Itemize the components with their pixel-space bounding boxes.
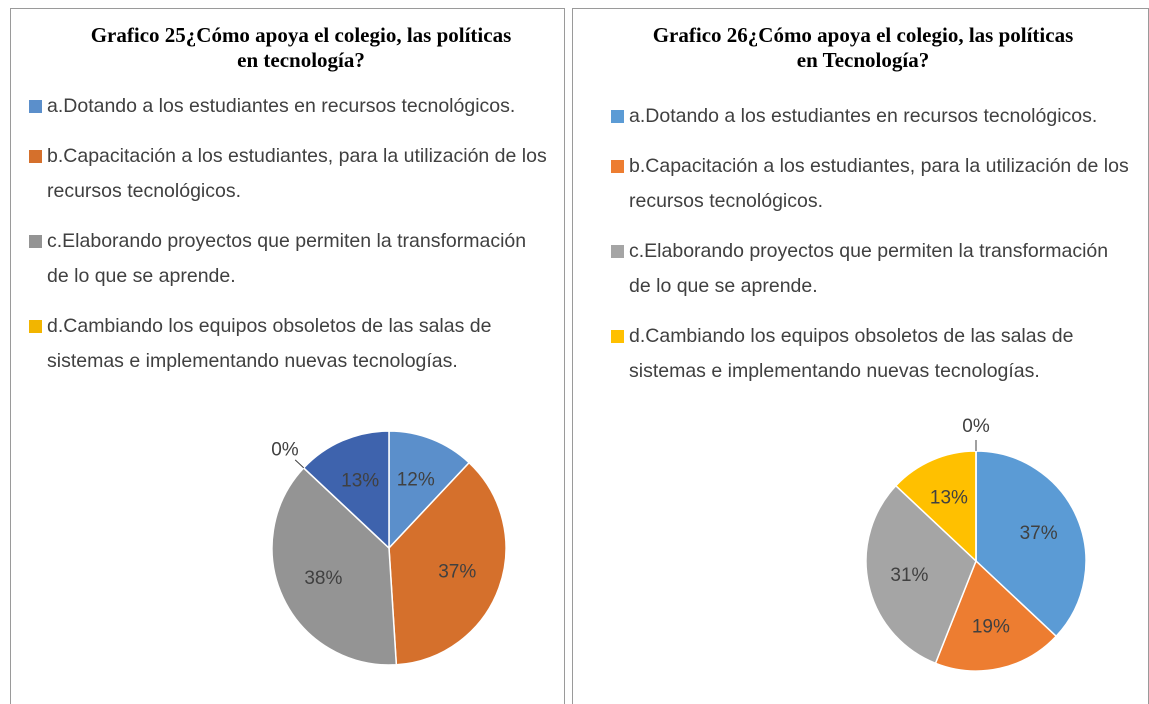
chart-panel: Grafico 25¿Cómo apoya el colegio, las po… bbox=[10, 8, 565, 704]
legend-entry: a.Dotando a los estudiantes en recursos … bbox=[611, 99, 1131, 134]
legend-swatch bbox=[29, 100, 42, 113]
pie-slice bbox=[975, 450, 1087, 638]
legend-label: d.Cambiando los equipos obsoletos de las… bbox=[629, 325, 1074, 382]
data-label: 12% bbox=[397, 470, 435, 491]
data-label: 13% bbox=[341, 470, 379, 491]
legend-entry: d.Cambiando los equipos obsoletos de las… bbox=[29, 309, 549, 379]
legend-label: b.Capacitación a los estudiantes, para l… bbox=[629, 155, 1129, 212]
data-label: 37% bbox=[438, 562, 476, 583]
leader-line bbox=[294, 459, 305, 469]
legend-swatch bbox=[29, 235, 42, 248]
data-label: 19% bbox=[972, 617, 1010, 638]
chart-title: Grafico 26¿Cómo apoya el colegio, las po… bbox=[652, 23, 1074, 72]
pie-slice bbox=[388, 461, 507, 666]
legend-entry: c.Elaborando proyectos que permiten la t… bbox=[29, 224, 549, 294]
legend-label: b.Capacitación a los estudiantes, para l… bbox=[47, 145, 547, 202]
legend-entry: d.Cambiando los equipos obsoletos de las… bbox=[611, 319, 1131, 389]
legend-swatch bbox=[611, 110, 624, 123]
data-label: 0% bbox=[962, 416, 990, 437]
legend-entry: b.Capacitación a los estudiantes, para l… bbox=[611, 149, 1131, 219]
legend-swatch bbox=[611, 245, 624, 258]
pie-slice bbox=[271, 466, 398, 666]
legend-swatch bbox=[611, 330, 624, 343]
legend-entry: b.Capacitación a los estudiantes, para l… bbox=[29, 139, 549, 209]
legend-label: c.Elaborando proyectos que permiten la t… bbox=[629, 240, 1109, 297]
legend-entry: c.Elaborando proyectos que permiten la t… bbox=[611, 234, 1131, 304]
legend: a.Dotando a los estudiantes en recursos … bbox=[29, 89, 549, 394]
legend-label: a.Dotando a los estudiantes en recursos … bbox=[629, 105, 1098, 127]
legend: a.Dotando a los estudiantes en recursos … bbox=[611, 99, 1131, 404]
legend-label: c.Elaborando proyectos que permiten la t… bbox=[47, 230, 527, 287]
pie-slice bbox=[894, 450, 977, 563]
pie-slice bbox=[388, 430, 471, 550]
legend-entry: a.Dotando a los estudiantes en recursos … bbox=[29, 89, 549, 124]
chart-panel: Grafico 26¿Cómo apoya el colegio, las po… bbox=[572, 8, 1149, 704]
pie-slice bbox=[302, 430, 390, 550]
legend-swatch bbox=[611, 160, 624, 173]
pie-slice bbox=[865, 484, 977, 665]
data-label: 37% bbox=[1020, 523, 1058, 544]
legend-label: d.Cambiando los equipos obsoletos de las… bbox=[47, 315, 492, 372]
data-label: 38% bbox=[304, 568, 342, 589]
data-label: 31% bbox=[890, 565, 928, 586]
legend-swatch bbox=[29, 320, 42, 333]
data-label: 0% bbox=[271, 439, 299, 460]
pie: 12% 37% 38% 0% 13% bbox=[271, 430, 507, 666]
data-label: 13% bbox=[930, 487, 968, 508]
pie: 37% 19% 31% 13% 0% bbox=[865, 416, 1087, 672]
legend-label: a.Dotando a los estudiantes en recursos … bbox=[47, 95, 516, 117]
legend-swatch bbox=[29, 150, 42, 163]
chart-title: Grafico 25¿Cómo apoya el colegio, las po… bbox=[90, 23, 512, 72]
